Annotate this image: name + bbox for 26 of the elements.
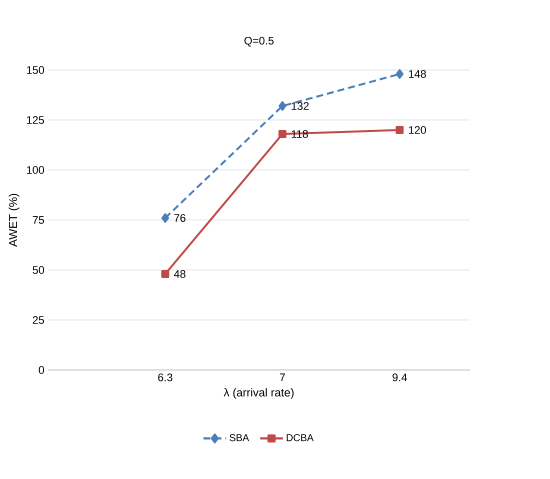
point [161, 213, 170, 223]
chart-title: Q=0.5 [244, 36, 274, 47]
y-tick-label: 0 [38, 366, 44, 374]
data-label: 148 [408, 70, 426, 78]
legend-label: SBA [230, 434, 250, 442]
y-axis-title: AWET (%) [8, 194, 20, 247]
point [396, 126, 404, 134]
x-tick-label: 9.4 [392, 374, 407, 382]
y-tick-label: 100 [27, 166, 44, 174]
point [278, 130, 286, 138]
y-tick-label: 75 [32, 216, 44, 224]
data-label: 132 [292, 102, 309, 110]
point [396, 69, 404, 79]
data-label: 48 [174, 270, 186, 278]
data-label: 76 [174, 214, 186, 222]
x-tick-label: 6.3 [158, 374, 172, 382]
x-axis-title: λ (arrival rate) [224, 388, 294, 399]
x-tick-label: 7 [280, 374, 285, 382]
point [161, 270, 170, 278]
y-tick-label: 150 [27, 66, 44, 74]
legend-label: DCBA [286, 434, 314, 442]
y-tick-label: 50 [32, 266, 44, 274]
y-tick-label: 25 [32, 316, 44, 324]
data-label: 120 [408, 126, 426, 134]
y-tick-label: 125 [27, 116, 44, 124]
point [278, 101, 286, 111]
